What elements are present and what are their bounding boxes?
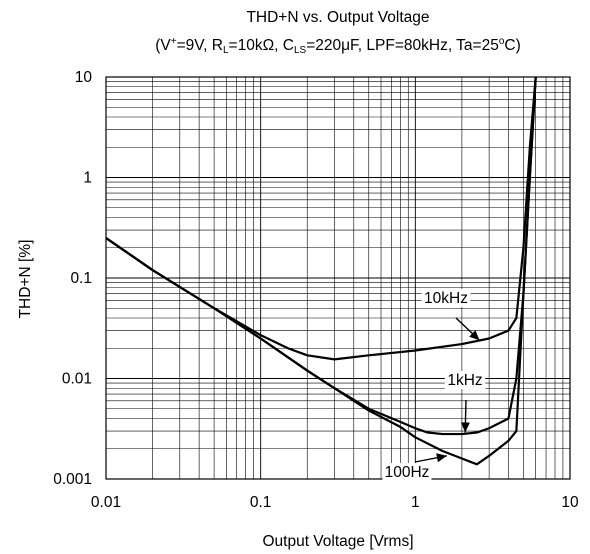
- annotation-label: 1kHz: [447, 372, 482, 389]
- tick-labels: 0.01 0.1 1 10 0.001 0.01 0.1 1 10: [53, 69, 579, 511]
- x-tick-label: 0.01: [91, 494, 121, 511]
- y-tick-label: 0.01: [62, 371, 92, 388]
- subtitle-sub-2: LS: [294, 45, 307, 56]
- y-tick-label: 10: [75, 69, 93, 86]
- annotation-label-bg: [421, 289, 471, 307]
- y-tick-label: 0.1: [70, 270, 92, 287]
- subtitle-part-4: C): [504, 37, 520, 54]
- annotations: 10kHz 1kHz 100Hz: [382, 289, 486, 481]
- x-tick-label: 1: [411, 494, 420, 511]
- annotation-label-bg: [382, 463, 432, 481]
- annotation-label: 10kHz: [424, 290, 468, 307]
- x-tick-label: 0.1: [250, 494, 272, 511]
- annotation-label: 100Hz: [385, 464, 430, 481]
- subtitle-sup-2: o: [499, 36, 505, 47]
- annotation-arrowhead: [436, 453, 447, 463]
- plot-frame: [105, 76, 571, 480]
- annotation-arrowhead: [460, 422, 470, 433]
- series-layer: [105, 76, 537, 466]
- subtitle-part-1: =9V, R: [177, 37, 223, 54]
- subtitle-part-3: =220μF, LPF=80kHz, Ta=25: [306, 37, 499, 54]
- series-line-100hz: [105, 76, 537, 466]
- x-tick-label: 10: [561, 494, 579, 511]
- x-axis-label: Output Voltage [Vrms]: [262, 533, 413, 550]
- y-axis-label: THD+N [%]: [17, 240, 34, 319]
- series-line-10khz: [105, 76, 537, 361]
- y-tick-label: 0.001: [53, 471, 92, 488]
- subtitle-sup: +: [171, 36, 177, 47]
- subtitle-lead: (V: [155, 37, 171, 54]
- annotation-arrowhead: [469, 330, 480, 341]
- annotation-label-bg: [444, 371, 486, 389]
- chart-subtitle: (V+=9V, RL=10kΩ, CLS=220μF, LPF=80kHz, T…: [155, 36, 521, 56]
- subtitle-sub-1: L: [223, 45, 229, 56]
- subtitle-part-2: =10kΩ, C: [229, 37, 294, 54]
- chart-title: THD+N vs. Output Voltage: [246, 9, 429, 26]
- grid: [106, 77, 570, 479]
- y-tick-label: 1: [83, 170, 92, 187]
